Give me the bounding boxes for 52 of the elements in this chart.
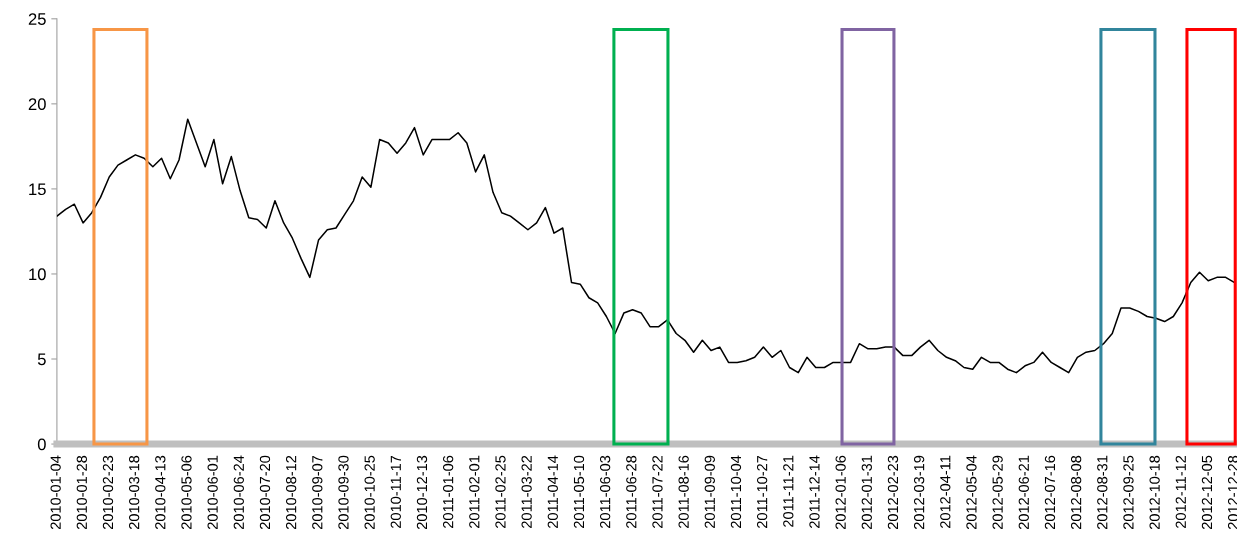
x-tick-label: 2011-04-14 xyxy=(547,455,558,528)
y-tick-label: 10 xyxy=(29,268,46,281)
x-tick-label: 2010-09-30 xyxy=(338,455,349,530)
x-tick-label: 2012-06-21 xyxy=(1018,455,1029,530)
x-tick-label: 2010-09-07 xyxy=(312,455,323,530)
x-tick-label: 2010-01-04 xyxy=(50,455,61,530)
x-tick-label: 2010-06-01 xyxy=(207,455,218,530)
x-tick-label: 2011-05-10 xyxy=(573,455,585,528)
x-tick-label: 2012-05-04 xyxy=(966,455,977,530)
x-tick-label: 2012-11-12 xyxy=(1175,455,1186,528)
x-tick-label: 2010-04-13 xyxy=(155,455,166,530)
x-tick-label: 2010-05-06 xyxy=(181,455,192,530)
x-tick-label: 2011-11-21 xyxy=(783,455,794,527)
x-tick-label: 2011-09-09 xyxy=(704,455,715,528)
x-tick-label: 2011-02-01 xyxy=(469,455,480,528)
y-tick-label: 0 xyxy=(37,438,46,451)
x-tick-label: 2011-01-06 xyxy=(442,455,454,528)
x-tick-label: 2011-06-03 xyxy=(599,455,611,528)
x-tick-label: 2010-02-23 xyxy=(102,455,114,530)
y-tick-label: 15 xyxy=(29,183,46,196)
x-tick-label: 2012-02-23 xyxy=(887,455,899,530)
x-tick-label: 2011-10-04 xyxy=(730,455,742,528)
x-tick-label: 2011-12-14 xyxy=(809,455,820,528)
x-tick-label: 2012-08-08 xyxy=(1070,455,1082,530)
y-tick-label: 20 xyxy=(28,98,46,111)
x-tick-label: 2010-03-18 xyxy=(128,455,140,530)
x-tick-label: 2012-12-05 xyxy=(1201,455,1213,530)
x-tick-label: 2010-06-24 xyxy=(233,455,244,530)
x-tick-label: 2012-09-25 xyxy=(1123,455,1134,530)
x-tick-label: 2012-03-19 xyxy=(913,455,925,530)
x-tick-label: 2011-08-16 xyxy=(678,455,689,528)
x-tick-label: 2010-12-13 xyxy=(416,455,428,530)
x-tick-label: 2011-10-27 xyxy=(756,455,768,528)
x-tick-label: 2010-07-20 xyxy=(259,455,271,530)
x-tick-label: 2010-08-12 xyxy=(285,455,297,530)
x-tick-label: 2012-07-16 xyxy=(1044,455,1056,530)
x-tick-label: 2010-11-17 xyxy=(390,455,401,528)
x-tick-label: 2012-04-11 xyxy=(940,455,951,528)
x-tick-label: 2010-10-25 xyxy=(364,455,375,530)
x-tick-label: 2012-08-31 xyxy=(1097,455,1108,530)
x-tick-label: 2012-01-06 xyxy=(835,455,846,530)
y-tick-label: 5 xyxy=(37,353,46,366)
x-tick-label: 2012-01-31 xyxy=(861,455,872,530)
x-tick-label: 2011-06-28 xyxy=(626,455,637,528)
line-series xyxy=(56,118,1236,374)
x-tick-label: 2011-03-22 xyxy=(521,455,532,528)
y-tick-label: 25 xyxy=(28,13,46,26)
x-tick-label: 2010-01-28 xyxy=(76,455,87,530)
x-tick-label: 2011-02-25 xyxy=(495,455,506,528)
x-tick-label: 2012-10-18 xyxy=(1149,455,1160,530)
x-tick-label: 2012-05-29 xyxy=(992,455,1003,530)
x-tick-label: 2011-07-22 xyxy=(652,455,663,528)
